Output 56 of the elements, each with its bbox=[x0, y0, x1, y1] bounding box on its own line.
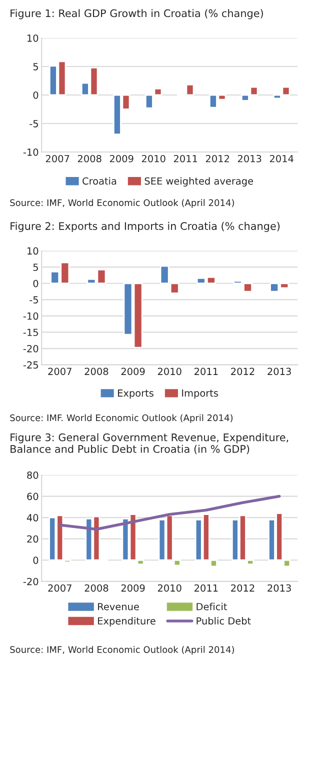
legend-label: SEE weighted average bbox=[144, 177, 254, 187]
x-tick-label: 2009 bbox=[121, 584, 145, 592]
y-tick-label: -10 bbox=[23, 312, 38, 320]
x-tick-label: 2007 bbox=[46, 154, 70, 162]
legend-label: Croatia bbox=[82, 177, 116, 185]
legend-label: Expenditure bbox=[98, 617, 156, 626]
y-tick-label: 5 bbox=[33, 264, 38, 271]
y-tick-label: 10 bbox=[28, 247, 38, 255]
x-tick-label: 2013 bbox=[268, 368, 291, 376]
source-note: Source: IMF, World Economic Outlook (April 2014) bbox=[10, 646, 234, 655]
y-tick-label: 0 bbox=[33, 280, 38, 288]
source-note: Source: IMF. World Economic Outlook (April 2014) bbox=[10, 414, 233, 423]
line-series bbox=[58, 494, 281, 531]
chart-title: Figure 2: Exports and Imports in Croatia (% change) bbox=[10, 222, 280, 232]
x-tick-label: 2011 bbox=[194, 584, 218, 592]
legend-label: Imports bbox=[182, 390, 218, 399]
legend-label: Deficit bbox=[196, 602, 227, 610]
x-tick-label: 2008 bbox=[78, 154, 102, 162]
y-tick-label: -20 bbox=[23, 578, 38, 586]
y-tick-label: -20 bbox=[23, 344, 38, 352]
x-tick-label: 2012 bbox=[231, 584, 254, 592]
x-tick-label: 2008 bbox=[84, 584, 108, 592]
x-tick-label: 2013 bbox=[268, 584, 291, 592]
x-tick-label: 2011 bbox=[194, 368, 218, 376]
chart-title: Figure 1: Real GDP Growth in Croatia (% change) bbox=[10, 9, 263, 20]
x-tick-label: 2010 bbox=[158, 368, 182, 376]
y-tick-label: 20 bbox=[27, 535, 38, 543]
y-tick-label: -10 bbox=[23, 148, 38, 156]
y-tick-label: -25 bbox=[23, 361, 38, 369]
y-tick-label: 0 bbox=[33, 556, 38, 564]
x-tick-label: 2012 bbox=[231, 368, 254, 376]
x-tick-label: 2008 bbox=[84, 368, 108, 376]
y-tick-label: 0 bbox=[33, 91, 38, 99]
legend-label: Exports bbox=[118, 390, 154, 399]
x-tick-label: 2007 bbox=[48, 584, 72, 592]
x-tick-label: 2010 bbox=[142, 154, 166, 162]
y-tick-label: 60 bbox=[27, 492, 38, 500]
y-tick-label: -15 bbox=[23, 328, 38, 336]
x-tick-label: 2013 bbox=[238, 154, 262, 162]
legend-label: Revenue bbox=[98, 603, 139, 610]
y-tick-label: 80 bbox=[27, 471, 38, 479]
x-tick-label: 2010 bbox=[158, 584, 182, 592]
y-tick-label: 40 bbox=[26, 514, 38, 522]
legend-label: Public Debt bbox=[196, 617, 251, 625]
y-tick-label: 5 bbox=[33, 63, 38, 70]
x-tick-label: 2007 bbox=[48, 368, 72, 376]
x-tick-label: 2014 bbox=[270, 154, 294, 162]
y-tick-label: -5 bbox=[30, 296, 38, 304]
y-tick-label: 10 bbox=[28, 34, 38, 42]
source-note: Source: IMF, World Economic Outlook (April 2014) bbox=[10, 199, 234, 208]
x-tick-label: 2012 bbox=[206, 154, 229, 162]
y-tick-label: -5 bbox=[30, 120, 38, 128]
chart-title: Figure 3: General Government Revenue, Expenditure, Balance and Public Debt in Croatia (in % GDP) bbox=[10, 433, 288, 454]
x-tick-label: 2009 bbox=[110, 154, 134, 162]
x-tick-label: 2011 bbox=[174, 154, 198, 162]
x-tick-label: 2009 bbox=[121, 368, 145, 376]
